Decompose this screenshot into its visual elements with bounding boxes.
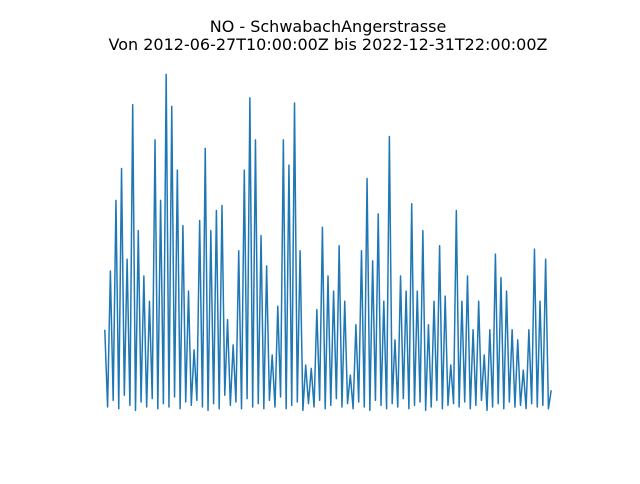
chart-subtitle: Von 2012-06-27T10:00:00Z bis 2022-12-31T… [109, 35, 548, 54]
line-series [104, 73, 552, 412]
chart-title: NO - SchwabachAngerstrasse [210, 17, 447, 36]
